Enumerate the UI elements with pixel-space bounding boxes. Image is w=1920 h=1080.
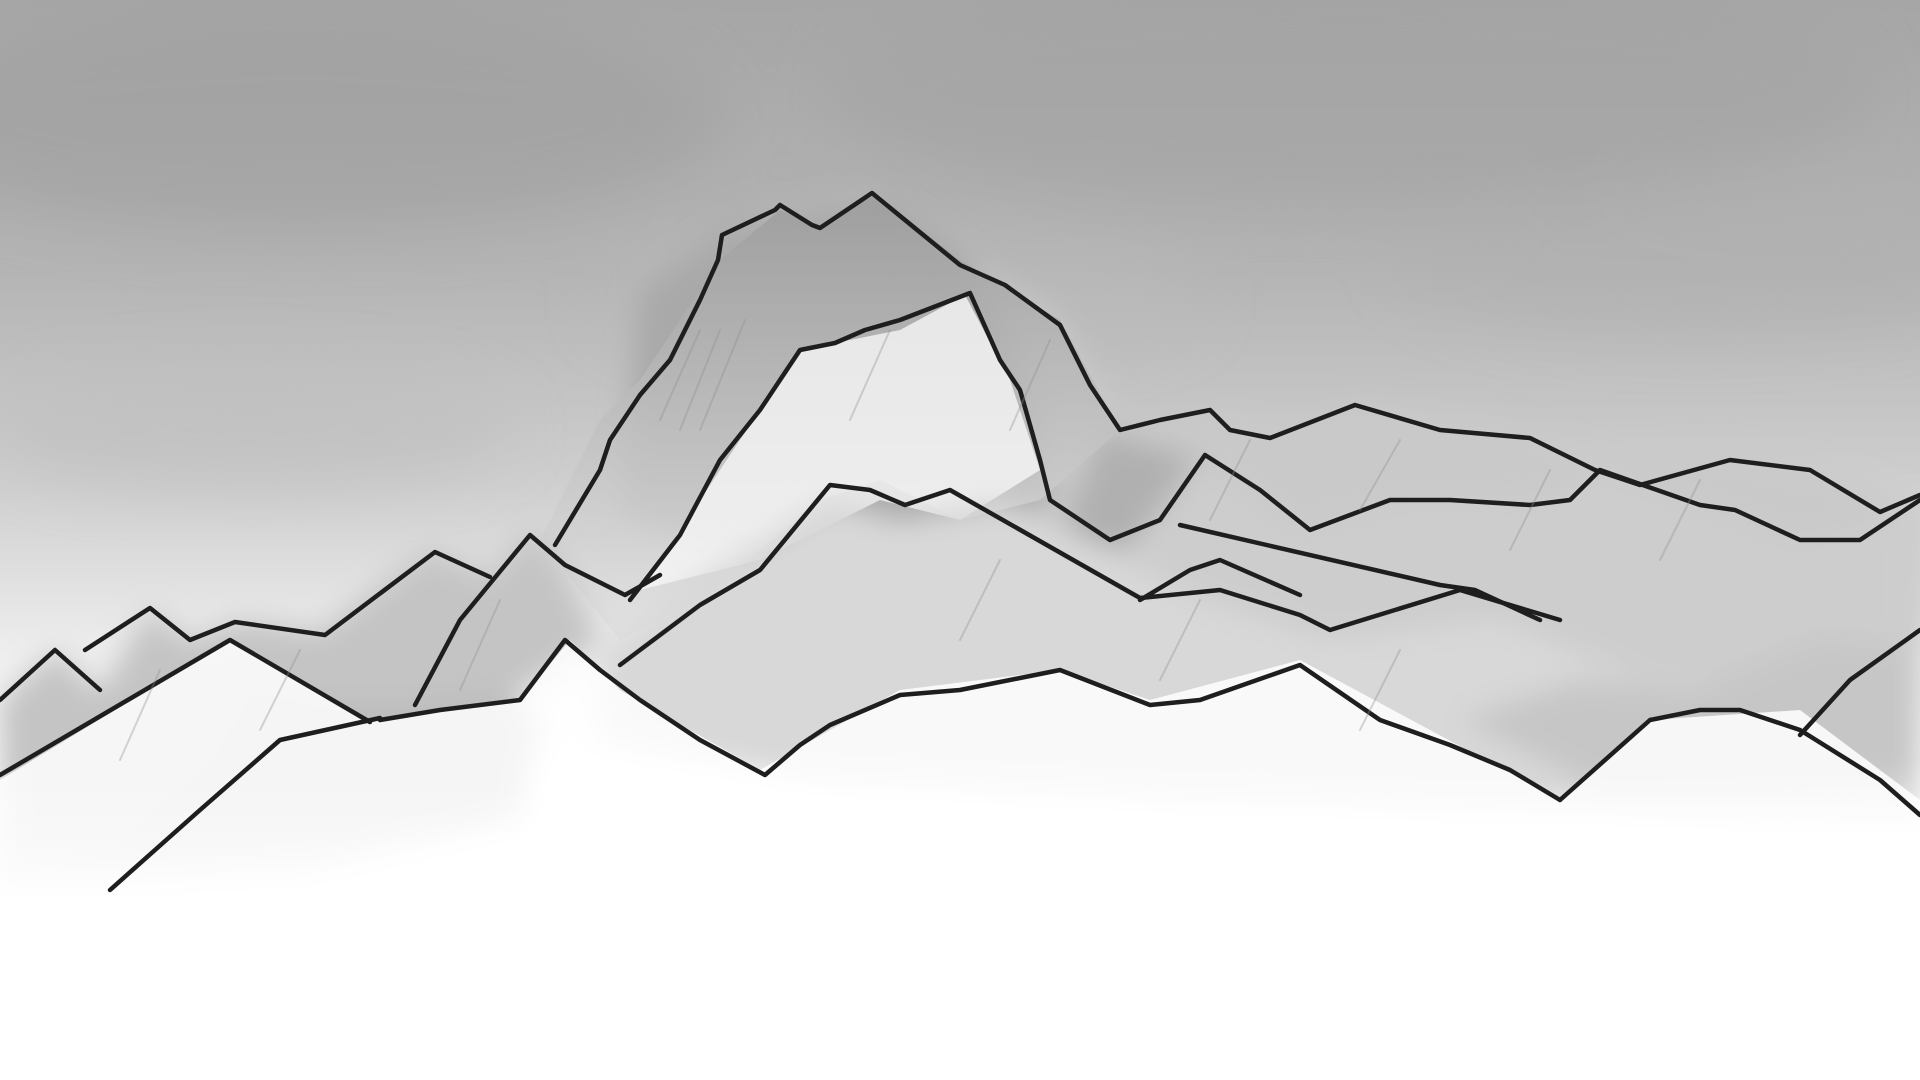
right-ridge-line (1797, 627, 1920, 738)
mid-ridge-line-5 (1557, 707, 1920, 818)
mid-ridge-line-2 (617, 482, 1563, 668)
left-foothill-line (0, 647, 103, 703)
ground (0, 900, 1920, 1080)
left-ridge-line-4 (412, 532, 663, 708)
summit-ridge-line (552, 190, 1920, 548)
inner-peak-line (627, 290, 1920, 603)
left-ridge-line-2 (82, 549, 493, 653)
hatching (119, 319, 1701, 761)
left-ridge-line-3 (0, 637, 373, 778)
front-ridge-line (107, 715, 383, 893)
ink-outlines (0, 190, 1920, 893)
mid-ridge-line-3 (1137, 557, 1303, 603)
mid-ridge-line-1 (377, 637, 1563, 803)
mid-ridge-line-4 (1177, 522, 1543, 623)
